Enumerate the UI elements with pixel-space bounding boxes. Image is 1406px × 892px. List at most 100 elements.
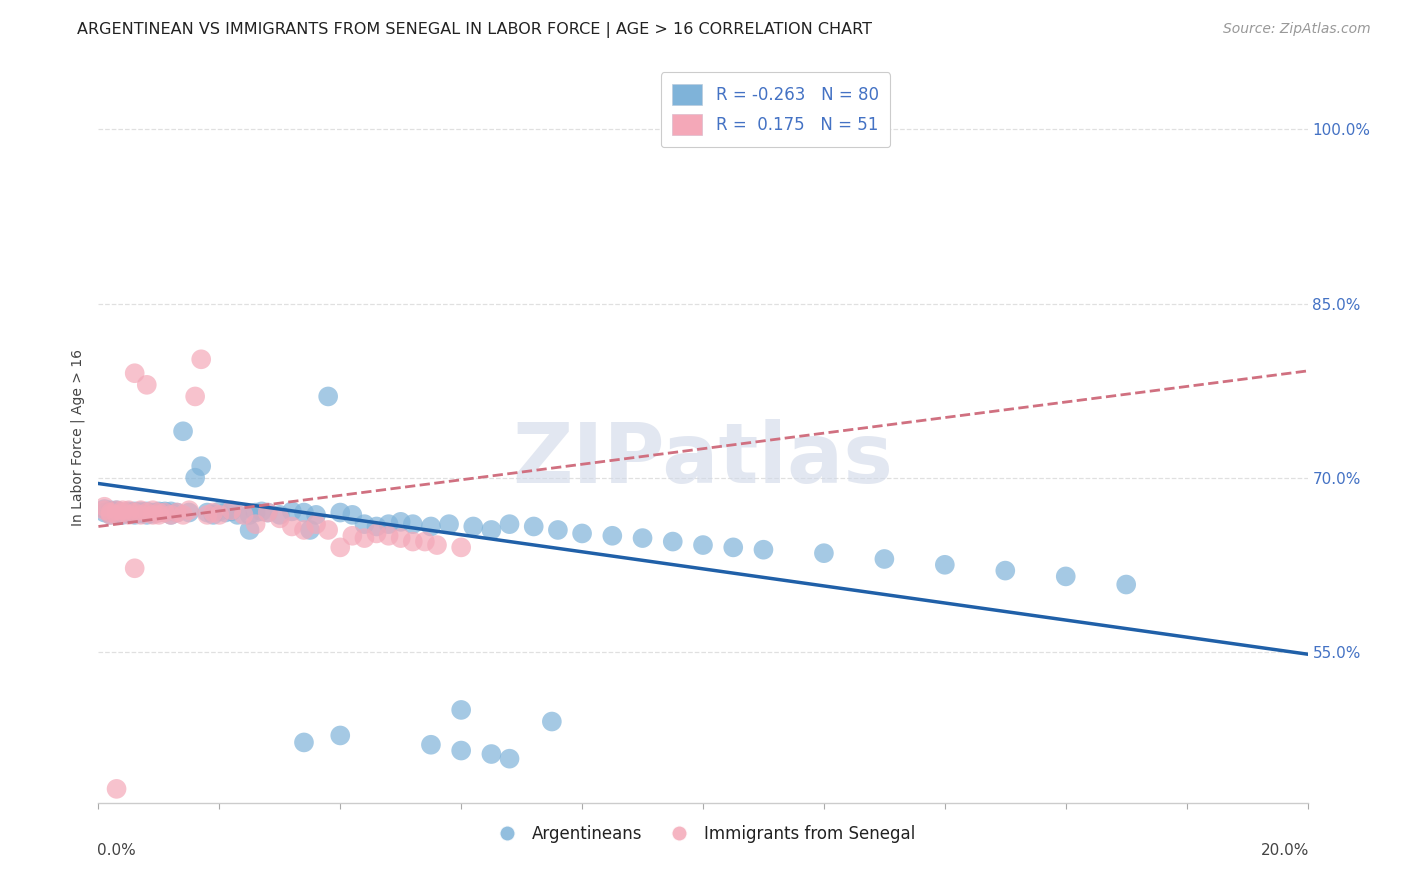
Point [160,508,183,522]
Point [239,508,262,522]
Point [377,529,399,543]
Point [723,541,745,555]
Point [752,542,775,557]
Point [366,519,388,533]
Point [129,503,152,517]
Point [523,519,546,533]
Point [195,508,218,522]
Point [450,743,472,757]
Text: 0.0%: 0.0% [97,843,136,858]
Point [202,508,225,522]
Text: 20.0%: 20.0% [1260,843,1309,858]
Point [437,517,460,532]
Point [316,523,339,537]
Point [166,506,188,520]
Point [450,703,472,717]
Point [135,377,157,392]
Point [105,781,128,796]
Point [148,506,170,520]
Point [129,507,152,521]
Point [305,508,328,522]
Point [245,506,267,520]
Point [498,752,520,766]
Point [153,506,176,520]
Point [118,508,141,522]
Point [389,515,412,529]
Point [540,714,562,729]
Point [299,523,322,537]
Point [571,526,593,541]
Point [221,504,243,518]
Point [124,508,146,522]
Point [93,500,115,514]
Point [166,506,188,520]
Point [142,506,165,520]
Point [118,506,141,520]
Point [184,389,207,403]
Point [111,506,134,520]
Point [463,519,485,533]
Point [135,506,157,520]
Point [111,506,134,520]
Point [292,506,315,520]
Point [153,506,176,520]
Point [661,534,683,549]
Point [124,561,146,575]
Point [402,517,425,532]
Point [100,508,122,522]
Point [129,508,152,522]
Point [129,504,152,518]
Point [148,504,170,518]
Point [420,738,443,752]
Point [420,519,443,533]
Point [202,506,225,520]
Point [934,558,956,572]
Point [142,507,165,521]
Point [124,366,146,380]
Point [100,503,122,517]
Point [305,517,328,532]
Point [111,508,134,522]
Point [190,352,212,367]
Point [256,506,278,520]
Point [93,506,115,520]
Point [190,459,212,474]
Point [692,538,714,552]
Point [316,389,339,403]
Point [631,531,654,545]
Point [142,508,165,522]
Point [239,523,262,537]
Point [135,504,157,518]
Point [105,503,128,517]
Point [214,506,236,520]
Point [1115,577,1137,591]
Point [105,504,128,518]
Point [160,508,183,522]
Point [135,508,157,522]
Point [402,534,425,549]
Point [292,735,315,749]
Point [226,508,249,522]
Point [377,517,399,532]
Point [124,506,146,520]
Point [269,511,291,525]
Point [118,507,141,521]
Point [329,729,352,743]
Point [873,552,896,566]
Point [172,424,194,438]
Point [105,503,128,517]
Point [195,506,218,520]
Point [208,504,231,518]
Text: ARGENTINEAN VS IMMIGRANTS FROM SENEGAL IN LABOR FORCE | AGE > 16 CORRELATION CHA: ARGENTINEAN VS IMMIGRANTS FROM SENEGAL I… [77,22,872,38]
Point [100,508,122,522]
Point [413,534,436,549]
Point [498,517,520,532]
Point [389,531,412,545]
Point [153,504,176,518]
Point [256,506,278,520]
Point [221,503,243,517]
Point [100,506,122,520]
Point [100,504,122,518]
Point [281,504,304,518]
Point [994,564,1017,578]
